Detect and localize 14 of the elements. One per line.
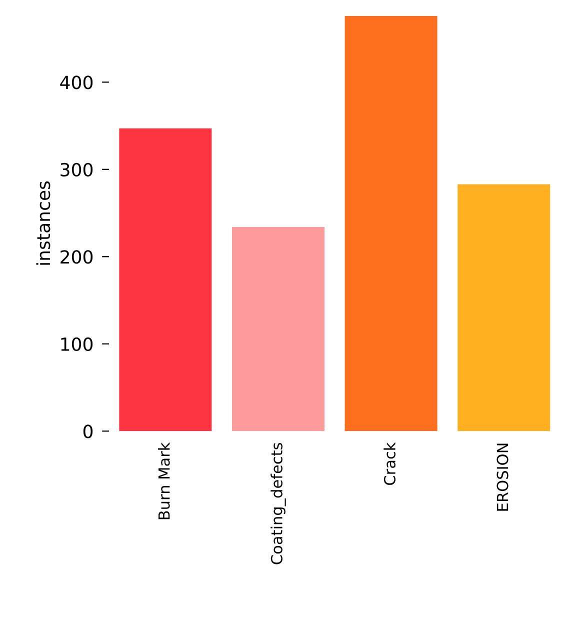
bar bbox=[458, 184, 550, 432]
x-tick-label: Burn Mark bbox=[158, 442, 170, 520]
y-tick-label: 300 bbox=[60, 162, 93, 177]
x-tick-label: Coating_defects bbox=[270, 442, 286, 564]
bar bbox=[232, 226, 324, 432]
bar bbox=[344, 16, 438, 432]
y-tick-label: 200 bbox=[60, 250, 93, 264]
y-tick-label: 400 bbox=[60, 76, 93, 90]
bar bbox=[119, 128, 212, 432]
x-tick-label: EROSION bbox=[496, 444, 508, 511]
y-tick-label: 100 bbox=[61, 337, 93, 351]
y-tick-label: 0 bbox=[83, 424, 93, 438]
y-axis-title: instances bbox=[36, 181, 50, 265]
x-tick-label: Crack bbox=[384, 442, 396, 485]
